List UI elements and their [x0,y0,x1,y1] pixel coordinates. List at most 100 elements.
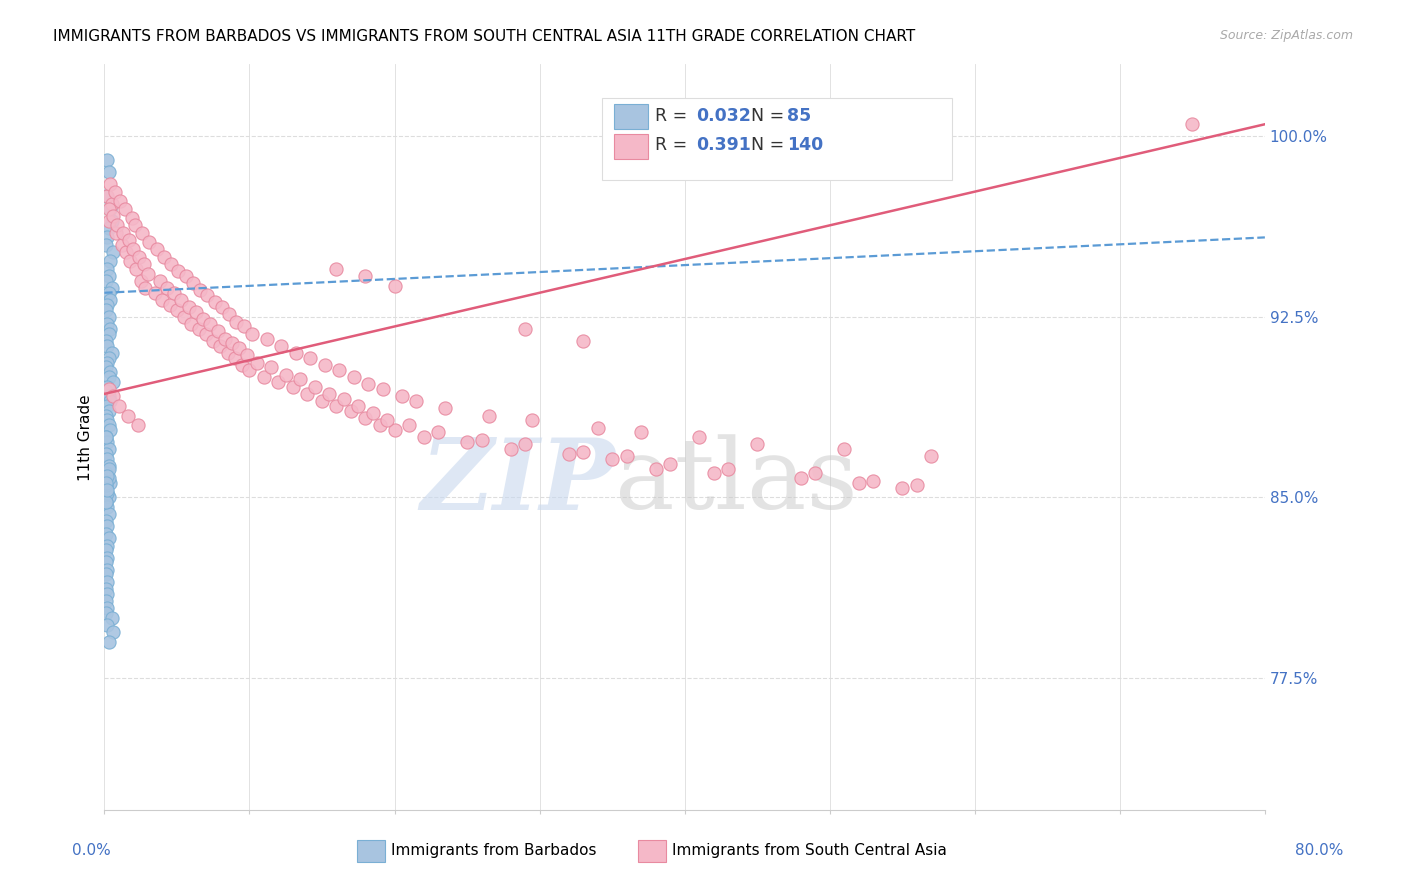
Text: R =: R = [655,136,693,154]
Point [96,539,118,553]
Point [97,508,120,522]
Point [267,375,290,389]
Point [513,437,536,451]
Text: N =: N = [751,107,790,125]
Point [96,399,118,413]
Point [97,351,120,365]
Point [357,377,380,392]
Point [152,293,174,307]
Point [181,276,204,290]
Point [304,379,326,393]
Point [115,244,138,259]
Point [470,433,492,447]
Point [371,382,394,396]
Text: N =: N = [751,136,790,154]
Point [94,302,117,317]
Point [270,339,292,353]
Point [94,526,117,541]
Point [156,281,179,295]
Point [96,500,118,514]
Point [97,403,120,417]
Point [97,418,120,433]
Point [96,618,118,632]
Point [96,563,118,577]
Point [434,401,457,416]
Point [118,233,141,247]
Point [97,165,120,179]
Point [96,379,118,393]
Point [96,435,118,450]
Point [747,437,769,451]
Point [325,261,347,276]
Point [97,382,120,396]
Point [174,268,197,283]
Point [94,478,117,492]
Text: Immigrants from Barbados: Immigrants from Barbados [391,844,596,858]
Point [343,370,366,384]
Point [153,250,176,264]
Point [920,450,942,464]
Point [97,285,120,300]
Text: Source: ZipAtlas.com: Source: ZipAtlas.com [1219,29,1353,42]
Point [101,389,124,403]
Point [94,582,117,596]
Point [703,467,725,481]
Point [513,322,536,336]
Point [97,310,120,324]
Point [240,326,263,341]
Point [299,351,322,365]
Point [173,310,195,324]
Point [97,459,120,474]
Point [94,409,117,423]
Point [848,475,870,490]
Point [96,485,118,500]
Point [235,348,257,362]
Point [328,363,350,377]
Point [124,219,146,233]
Point [131,226,153,240]
Point [256,332,278,346]
Point [427,425,450,440]
Point [96,587,118,601]
Point [231,358,253,372]
Point [96,485,118,500]
Point [96,468,118,483]
Point [274,368,297,382]
Point [98,475,121,490]
Point [96,230,118,244]
Point [94,606,117,620]
Point [347,399,370,413]
Point [572,444,595,458]
Point [94,189,117,203]
Point [97,202,120,216]
Point [100,213,122,227]
Text: IMMIGRANTS FROM BARBADOS VS IMMIGRANTS FROM SOUTH CENTRAL ASIA 11TH GRADE CORREL: IMMIGRANTS FROM BARBADOS VS IMMIGRANTS F… [53,29,915,44]
Point [107,219,129,233]
Point [218,308,240,322]
Point [97,370,120,384]
Point [284,346,307,360]
Point [630,425,652,440]
Point [228,341,250,355]
Point [207,324,229,338]
Point [187,322,209,336]
Point [717,461,740,475]
Point [391,389,413,403]
Point [361,406,384,420]
Point [132,257,155,271]
Point [572,334,595,348]
Point [96,601,118,615]
Point [368,418,391,433]
Point [600,451,623,466]
Point [104,226,127,240]
Point [332,392,354,406]
Point [211,300,233,314]
Point [98,202,121,216]
Point [202,334,225,348]
Point [354,268,377,283]
Point [96,153,118,168]
Point [96,451,118,466]
Point [111,237,134,252]
Text: 0.391: 0.391 [696,136,751,154]
Point [217,346,239,360]
